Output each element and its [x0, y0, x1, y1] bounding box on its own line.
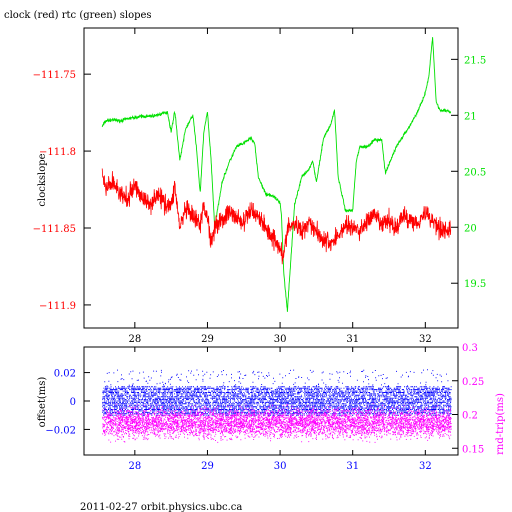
top-panel: clockslope 28 29 30 31 32 −111.75 −111.8 −111.8…	[33, 27, 486, 345]
bottom-axis-ticks: 28 29 30 31 32 0.02 0 −0.02 0.3 0.25 0.2 0.15	[45, 343, 484, 472]
top-y2-tick-label: 19.5	[464, 279, 486, 290]
bottom-y2-axis-label: rnd-trip(ms)	[495, 393, 506, 455]
bottom-x-tick-label: 28	[128, 461, 141, 472]
bottom-y2-tick-label: 0.15	[462, 444, 484, 455]
bottom-y2-tick-label: 0.2	[462, 411, 478, 422]
bottom-x-tick-label: 32	[419, 461, 432, 472]
rtc-slope-series	[101, 37, 452, 312]
top-x-tick-label: 30	[274, 334, 287, 345]
footer-text: 2011-02-27 orbit.physics.ubc.ca	[80, 502, 242, 512]
top-y-axis-label: clockslope	[37, 153, 48, 206]
top-y-tick-label: −111.75	[33, 70, 76, 81]
top-y-tick-label: −111.9	[39, 301, 76, 312]
top-y2-tick-label: 21	[464, 111, 477, 122]
bottom-panel: offset(ms) rnd-trip(ms) 28 29 30 31 32 0.02 0 −…	[37, 343, 506, 472]
rndtrip-series	[102, 402, 452, 443]
top-y2-tick-label: 20.5	[464, 167, 486, 178]
bottom-y-tick-label: 0	[70, 397, 76, 408]
top-x-tick-label: 29	[201, 334, 214, 345]
clock-slope-series	[101, 168, 452, 265]
bottom-y2-tick-label: 0.3	[462, 343, 478, 354]
top-y2-tick-label: 21.5	[464, 55, 486, 66]
top-y2-tick-label: 20	[464, 223, 477, 234]
bottom-x-tick-label: 29	[201, 461, 214, 472]
top-y-tick-label: −111.8	[39, 147, 76, 158]
bottom-y-tick-label: −0.02	[45, 425, 76, 436]
top-x-tick-label: 28	[128, 334, 141, 345]
bottom-x-tick-label: 30	[274, 461, 287, 472]
top-x-tick-label: 32	[419, 334, 432, 345]
bottom-x-tick-label: 31	[346, 461, 359, 472]
top-x-tick-label: 31	[346, 334, 359, 345]
top-axis-ticks: 28 29 30 31 32 −111.75 −111.8 −111.85 −111.9 19.5…	[33, 28, 486, 345]
bottom-series-layer	[102, 369, 452, 443]
top-series-layer	[101, 37, 452, 312]
bottom-y-axis-label: offset(ms)	[37, 377, 48, 428]
bottom-y2-tick-label: 0.25	[462, 377, 484, 388]
top-plot-frame	[83, 27, 459, 329]
bottom-y-tick-label: 0.02	[54, 369, 76, 380]
top-y-tick-label: −111.85	[33, 224, 76, 235]
chart-title: clock (red) rtc (green) slopes	[4, 10, 152, 21]
